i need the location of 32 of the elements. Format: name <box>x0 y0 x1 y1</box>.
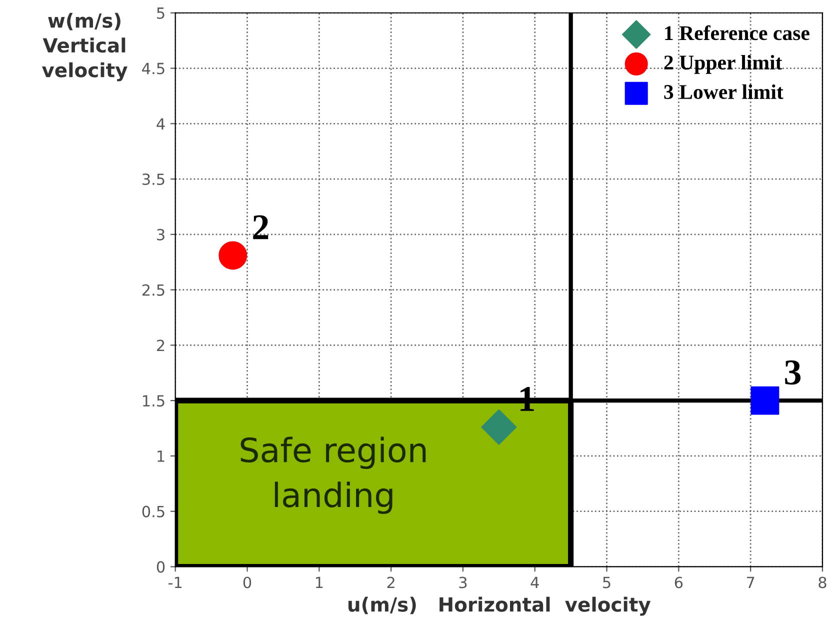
x-tick-label: 1 <box>316 576 323 588</box>
point <box>750 386 780 415</box>
x-tick-label: 3 <box>459 576 467 588</box>
point <box>481 409 517 445</box>
y-axis-title: w(m/s) Vertical velocity <box>42 12 128 82</box>
y-tick-label: 4.5 <box>142 62 164 74</box>
annotation: Safe region landing <box>240 436 426 514</box>
x-tick-label: 7 <box>746 576 754 588</box>
annotation: 3 <box>785 360 801 385</box>
legend-label: 1 Reference case <box>665 25 810 40</box>
y-tick-label: 0 <box>156 561 165 573</box>
y-tick-label: 2.5 <box>142 284 164 296</box>
y-tick-label: 1 <box>158 450 164 462</box>
x-tick-label: 0 <box>243 576 252 588</box>
x-tick-label: 4 <box>530 576 539 588</box>
y-tick-label: 0.5 <box>142 506 164 518</box>
point <box>218 241 248 270</box>
x-tick-label: 8 <box>818 576 826 588</box>
legend-label: 2 Upper limit <box>664 54 782 74</box>
annotation: 2 <box>253 215 268 240</box>
y-tick-label: 1.5 <box>143 395 164 407</box>
y-tick-label: 3.5 <box>142 173 164 186</box>
x-tick-label: -1 <box>168 576 182 588</box>
legend-label: 3 Lower limit <box>664 84 784 100</box>
y-tick-label: 4 <box>156 118 165 130</box>
y-tick-label: 5 <box>157 8 164 19</box>
y-tick-label: 3 <box>157 228 164 240</box>
x-tick-label: 5 <box>603 576 610 588</box>
x-tick-label: 6 <box>674 576 683 588</box>
x-tick-label: 2 <box>387 576 394 588</box>
y-tick-label: 2 <box>157 340 164 351</box>
x-axis-title: u(m/s) Horizontal velocity <box>348 596 651 616</box>
